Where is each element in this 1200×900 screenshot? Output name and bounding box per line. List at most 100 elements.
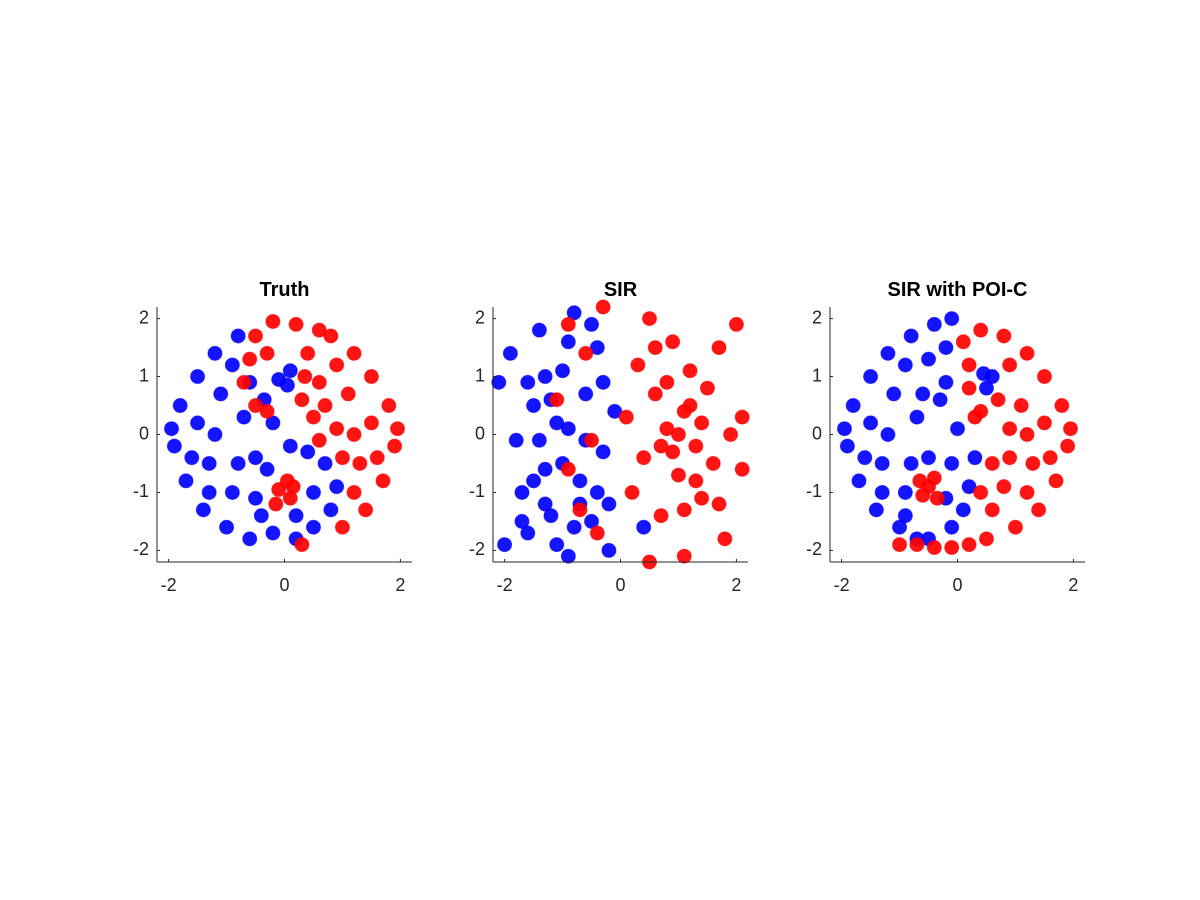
- x-tick-label: 2: [395, 575, 405, 595]
- point: [694, 415, 710, 431]
- point: [285, 479, 301, 495]
- point: [334, 450, 350, 466]
- point: [537, 461, 553, 477]
- point: [984, 455, 1000, 471]
- point: [1036, 415, 1052, 431]
- point: [242, 531, 258, 547]
- point: [346, 345, 362, 361]
- point: [288, 316, 304, 332]
- point: [201, 484, 217, 500]
- point: [670, 427, 686, 442]
- point: [903, 328, 919, 344]
- y-tick-label: 2: [475, 307, 485, 327]
- point: [601, 542, 617, 558]
- point: [653, 508, 669, 524]
- point: [1054, 398, 1070, 414]
- point: [300, 444, 316, 460]
- point: [537, 496, 553, 512]
- point: [317, 455, 333, 471]
- point: [363, 369, 379, 385]
- point: [560, 548, 576, 564]
- point: [659, 374, 675, 390]
- point: [491, 374, 507, 390]
- point: [897, 508, 913, 524]
- point: [242, 351, 258, 367]
- point: [886, 386, 902, 402]
- y-tick-label: -2: [133, 539, 149, 559]
- point: [641, 311, 657, 327]
- point: [219, 519, 235, 535]
- point: [265, 313, 281, 329]
- point: [961, 380, 977, 396]
- point: [190, 415, 206, 431]
- point: [938, 374, 954, 390]
- y-tick-label: -1: [806, 481, 822, 501]
- point: [282, 438, 298, 454]
- point: [248, 490, 264, 506]
- point: [938, 340, 954, 356]
- point: [897, 484, 913, 500]
- point: [973, 484, 989, 500]
- point: [531, 322, 547, 338]
- point: [497, 537, 513, 553]
- point: [294, 537, 310, 553]
- point: [653, 438, 669, 454]
- point: [874, 484, 890, 500]
- point: [839, 438, 855, 454]
- point: [955, 334, 971, 350]
- point: [572, 473, 588, 489]
- point: [265, 525, 281, 541]
- point: [618, 409, 634, 425]
- point: [1002, 421, 1018, 437]
- point: [340, 386, 356, 402]
- point: [932, 392, 948, 408]
- panel: Truth -2 0 2 -2 -1 0 1 2: [133, 279, 412, 595]
- point: [944, 519, 960, 535]
- point: [560, 461, 576, 477]
- point: [682, 363, 698, 379]
- point: [688, 473, 704, 489]
- point: [670, 467, 686, 483]
- point: [300, 345, 316, 361]
- point: [1036, 369, 1052, 385]
- point: [178, 473, 194, 489]
- point: [880, 427, 896, 442]
- point: [967, 450, 983, 466]
- point: [892, 537, 908, 553]
- point: [984, 502, 1000, 518]
- x-tick-label: 2: [731, 575, 741, 595]
- point: [996, 328, 1012, 344]
- point: [915, 386, 931, 402]
- point: [912, 473, 928, 489]
- point: [190, 369, 206, 385]
- point: [166, 438, 182, 454]
- point: [1007, 519, 1023, 535]
- point: [909, 409, 925, 425]
- point: [282, 363, 298, 379]
- point: [595, 299, 611, 315]
- point: [346, 427, 362, 442]
- point: [909, 537, 925, 553]
- point: [921, 450, 937, 466]
- point: [926, 316, 942, 332]
- point: [961, 357, 977, 373]
- point: [636, 519, 652, 535]
- point: [915, 487, 931, 503]
- point: [224, 484, 240, 500]
- point: [903, 455, 919, 471]
- point: [836, 421, 852, 437]
- point: [868, 502, 884, 518]
- point: [717, 531, 733, 547]
- point: [682, 398, 698, 414]
- point: [526, 398, 542, 414]
- point: [520, 374, 536, 390]
- point: [253, 508, 269, 524]
- y-tick-label: 0: [475, 423, 485, 443]
- point: [595, 444, 611, 460]
- point: [728, 316, 744, 332]
- point: [560, 421, 576, 437]
- point: [297, 369, 313, 385]
- point: [279, 377, 295, 393]
- point: [921, 351, 937, 367]
- point: [363, 415, 379, 431]
